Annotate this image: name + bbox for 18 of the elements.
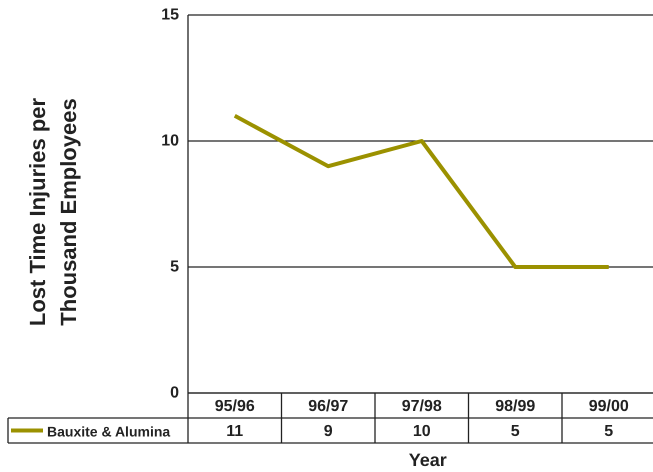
data-label: 11 xyxy=(226,423,244,440)
y-tick-label: 5 xyxy=(170,258,180,276)
x-tick-label: 99/00 xyxy=(588,398,629,415)
y-tick-label: 15 xyxy=(161,6,180,24)
data-label: 5 xyxy=(604,423,614,440)
y-axis-title: Lost Time Injuries per Thousand Employees xyxy=(25,97,81,326)
line-series xyxy=(232,114,611,269)
y-tick-label: 10 xyxy=(161,132,180,150)
x-tick-label: 97/98 xyxy=(402,398,442,415)
data-label: 9 xyxy=(324,423,333,440)
x-axis-title: Year xyxy=(408,450,447,470)
x-tick-label: 95/96 xyxy=(214,398,255,415)
x-tick-label: 96/97 xyxy=(308,398,348,415)
legend-label: Bauxite & Alumina xyxy=(47,424,170,440)
data-label: 5 xyxy=(510,423,520,440)
data-label: 10 xyxy=(412,423,431,440)
y-tick-label: 0 xyxy=(170,384,180,402)
x-tick-label: 98/99 xyxy=(495,398,536,415)
